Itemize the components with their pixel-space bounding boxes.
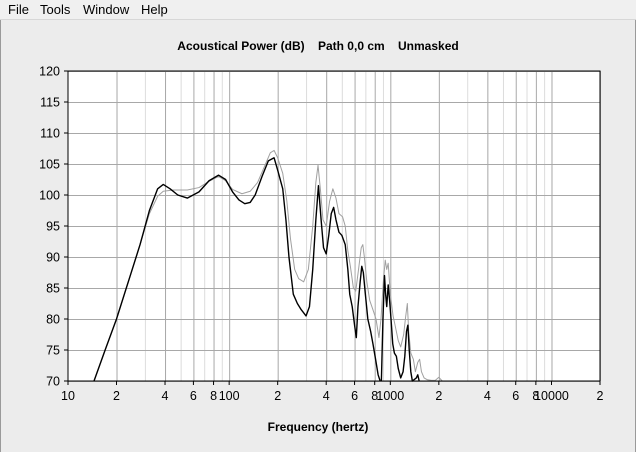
menu-window[interactable]: Window (83, 2, 130, 17)
x-tick-label: 8 (371, 389, 378, 403)
x-tick-label: 1000 (376, 389, 404, 403)
y-tick-label: 80 (46, 313, 60, 327)
x-tick-label: 4 (484, 389, 491, 403)
x-tick-label: 2 (113, 389, 120, 403)
x-tick-label: 6 (351, 389, 358, 403)
series-group (93, 149, 443, 382)
x-tick-label: 4 (162, 389, 169, 403)
menu-tools[interactable]: Tools (40, 2, 71, 17)
y-tick-label: 100 (39, 189, 60, 203)
y-tick-label: 105 (39, 158, 60, 172)
x-axis-title: Frequency (hertz) (268, 420, 369, 434)
x-tick-label: 2 (274, 389, 281, 403)
x-tick-label: 8 (210, 389, 217, 403)
x-tick-label: 6 (190, 389, 197, 403)
x-tick-label: 2 (435, 389, 442, 403)
y-tick-label: 115 (40, 96, 60, 110)
x-tick-label: 2 (597, 389, 604, 403)
chart: Acoustical Power (dB) Path 0,0 cm Unmask… (39, 39, 604, 434)
y-axis: 70 75 80 85 90 95 100 105 110 115 120 (39, 65, 68, 389)
x-tick-label: 10 (61, 389, 75, 403)
y-tick-label: 95 (46, 220, 60, 234)
y-tick-label: 85 (46, 282, 60, 296)
y-tick-label: 75 (46, 344, 60, 358)
x-tick-label: 4 (323, 389, 330, 403)
y-tick-label: 110 (40, 127, 60, 141)
menu-file[interactable]: File (8, 2, 29, 17)
menu-help[interactable]: Help (141, 2, 168, 17)
menu-bar: File Tools Window Help (0, 0, 636, 20)
series-line (380, 274, 420, 382)
x-tick-label: 10000 (534, 389, 569, 403)
x-tick-label: 6 (512, 389, 519, 403)
y-tick-label: 70 (46, 375, 60, 389)
x-tick-label: 100 (219, 389, 240, 403)
series-line (93, 157, 381, 382)
x-tick-label: 8 (532, 389, 539, 403)
y-tick-label: 90 (46, 251, 60, 265)
y-tick-label: 120 (39, 65, 60, 79)
chart-title: Acoustical Power (dB) Path 0,0 cm Unmask… (177, 39, 458, 53)
